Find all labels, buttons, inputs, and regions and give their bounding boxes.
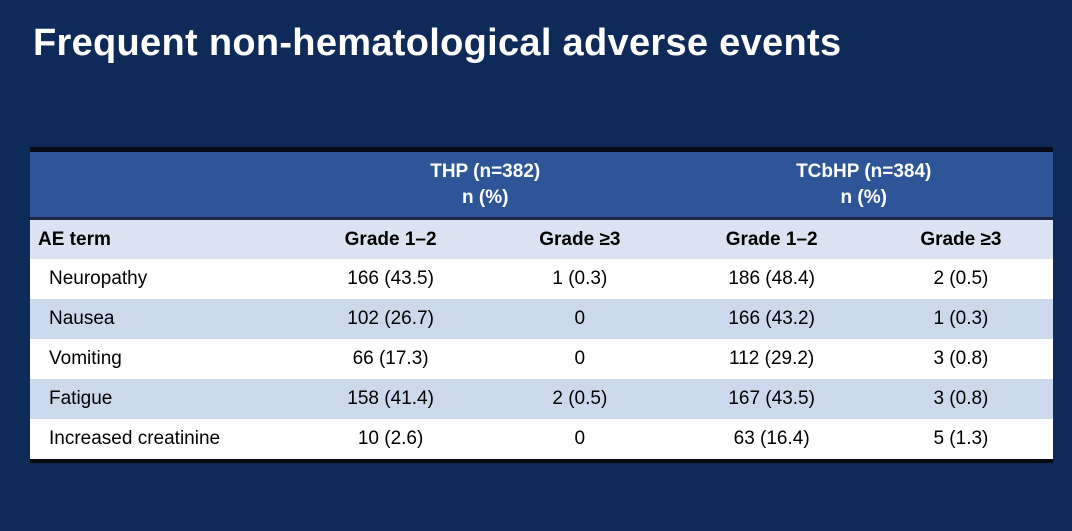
column-header-thp-grade12: Grade 1–2 bbox=[295, 218, 486, 259]
ae-term-cell: Neuropathy bbox=[49, 268, 148, 289]
table-body: Neuropathy 166 (43.5) 1 (0.3) 186 (48.4)… bbox=[30, 259, 1053, 461]
value-cell: 0 bbox=[574, 348, 586, 369]
ae-term-cell: Fatigue bbox=[49, 388, 113, 409]
value-cell: 112 (29.2) bbox=[729, 348, 815, 369]
ae-term-cell: Increased creatinine bbox=[49, 428, 221, 449]
value-cell: 63 (16.4) bbox=[733, 428, 810, 449]
value-cell: 10 (2.6) bbox=[357, 428, 424, 449]
value-cell: 3 (0.8) bbox=[933, 388, 989, 409]
column-header-tcbhp-grade3: Grade ≥3 bbox=[868, 218, 1053, 259]
group-header-thp-unit: n (%) bbox=[462, 186, 509, 208]
table-row-increased-creatinine: Increased creatinine 10 (2.6) 0 63 (16.4… bbox=[30, 419, 1053, 461]
value-cell: 66 (17.3) bbox=[352, 348, 429, 369]
group-header-thp-title: THP (n=382) bbox=[430, 160, 541, 182]
table-header: THP (n=382) n (%) TCbHP (n=384) n (%) AE… bbox=[30, 149, 1053, 259]
value-cell: 186 (48.4) bbox=[728, 268, 815, 289]
column-header-row: AE term Grade 1–2 Grade ≥3 Grade 1–2 Gra… bbox=[30, 218, 1053, 259]
group-header-tcbhp: TCbHP (n=384) n (%) bbox=[674, 149, 1053, 220]
adverse-events-table: THP (n=382) n (%) TCbHP (n=384) n (%) AE… bbox=[30, 147, 1053, 463]
value-cell: 2 (0.5) bbox=[552, 388, 608, 409]
group-header-spacer bbox=[30, 149, 296, 220]
table-row-neuropathy: Neuropathy 166 (43.5) 1 (0.3) 186 (48.4)… bbox=[30, 259, 1053, 299]
value-cell: 0 bbox=[574, 308, 586, 329]
value-cell: 166 (43.2) bbox=[728, 308, 815, 329]
table-row-nausea: Nausea 102 (26.7) 0 166 (43.2) 1 (0.3) bbox=[30, 299, 1053, 339]
column-header-ae-term: AE term bbox=[30, 218, 296, 259]
table-row-vomiting: Vomiting 66 (17.3) 0 112 (29.2) 3 (0.8) bbox=[30, 339, 1053, 379]
column-header-tcbhp-grade12: Grade 1–2 bbox=[674, 218, 869, 259]
group-header-tcbhp-unit: n (%) bbox=[840, 186, 887, 208]
table-row-fatigue: Fatigue 158 (41.4) 2 (0.5) 167 (43.5) 3 … bbox=[30, 379, 1053, 419]
group-header-thp: THP (n=382) n (%) bbox=[295, 149, 675, 220]
value-cell: 2 (0.5) bbox=[933, 268, 989, 289]
value-cell: 158 (41.4) bbox=[347, 388, 434, 409]
value-cell: 1 (0.3) bbox=[933, 308, 989, 329]
value-cell: 102 (26.7) bbox=[347, 308, 434, 329]
value-cell: 5 (1.3) bbox=[933, 428, 989, 449]
ae-term-cell: Vomiting bbox=[49, 348, 122, 369]
value-cell: 0 bbox=[574, 428, 586, 449]
slide-title: Frequent non-hematological adverse event… bbox=[33, 22, 842, 64]
value-cell: 167 (43.5) bbox=[728, 388, 815, 409]
value-cell: 3 (0.8) bbox=[933, 348, 989, 369]
column-header-thp-grade3: Grade ≥3 bbox=[485, 218, 675, 259]
value-cell: 166 (43.5) bbox=[347, 268, 434, 289]
value-cell: 1 (0.3) bbox=[552, 268, 608, 289]
group-header-tcbhp-title: TCbHP (n=384) bbox=[796, 160, 932, 182]
group-header-row: THP (n=382) n (%) TCbHP (n=384) n (%) bbox=[30, 149, 1053, 220]
ae-term-cell: Nausea bbox=[49, 308, 115, 329]
